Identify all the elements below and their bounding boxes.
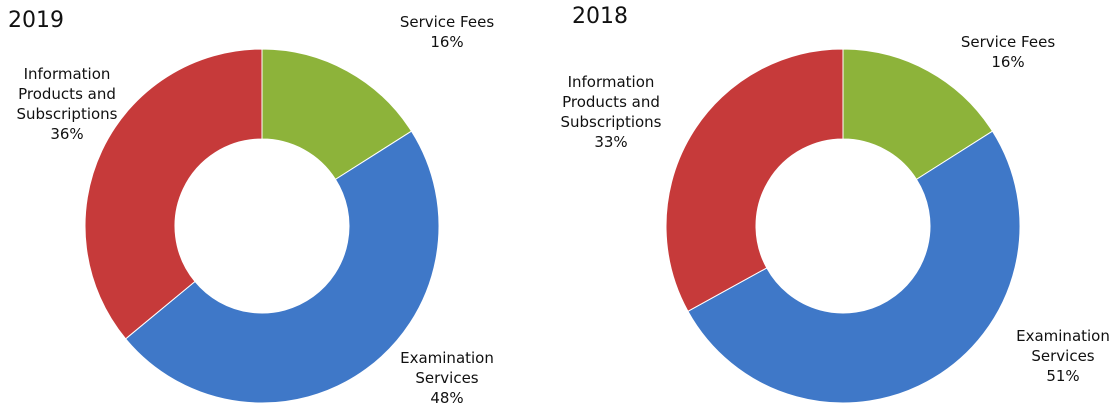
donut-segment	[261, 48, 413, 181]
donut-segment	[842, 48, 994, 181]
category-label: Examination Services	[1016, 327, 1110, 365]
donut-segment	[665, 48, 844, 312]
value-label: 16%	[991, 53, 1025, 71]
data-label: Examination Services 51%	[998, 326, 1112, 386]
category-label: Information Products and Subscriptions	[16, 65, 118, 123]
data-label: Information Products and Subscriptions 36…	[2, 64, 132, 144]
category-label: Information Products and Subscriptions	[560, 73, 662, 131]
donut-segment	[124, 130, 440, 404]
value-label: 48%	[430, 389, 464, 407]
value-label: 51%	[1046, 367, 1080, 385]
value-label: 33%	[594, 133, 628, 151]
donut-segment	[687, 130, 1021, 404]
chart-title: 2018	[572, 4, 628, 29]
category-label: Service Fees	[960, 33, 1056, 51]
donut-segment	[84, 48, 263, 340]
category-label: Service Fees	[399, 13, 495, 31]
category-label: Examination Services	[400, 349, 494, 387]
data-label: Service Fees 16%	[382, 12, 512, 52]
data-label: Information Products and Subscriptions 33…	[546, 72, 676, 152]
chart-title: 2019	[8, 8, 64, 33]
data-label: Service Fees 16%	[943, 32, 1073, 72]
data-label: Examination Services 48%	[382, 348, 512, 408]
value-label: 36%	[50, 125, 84, 143]
value-label: 16%	[430, 33, 464, 51]
